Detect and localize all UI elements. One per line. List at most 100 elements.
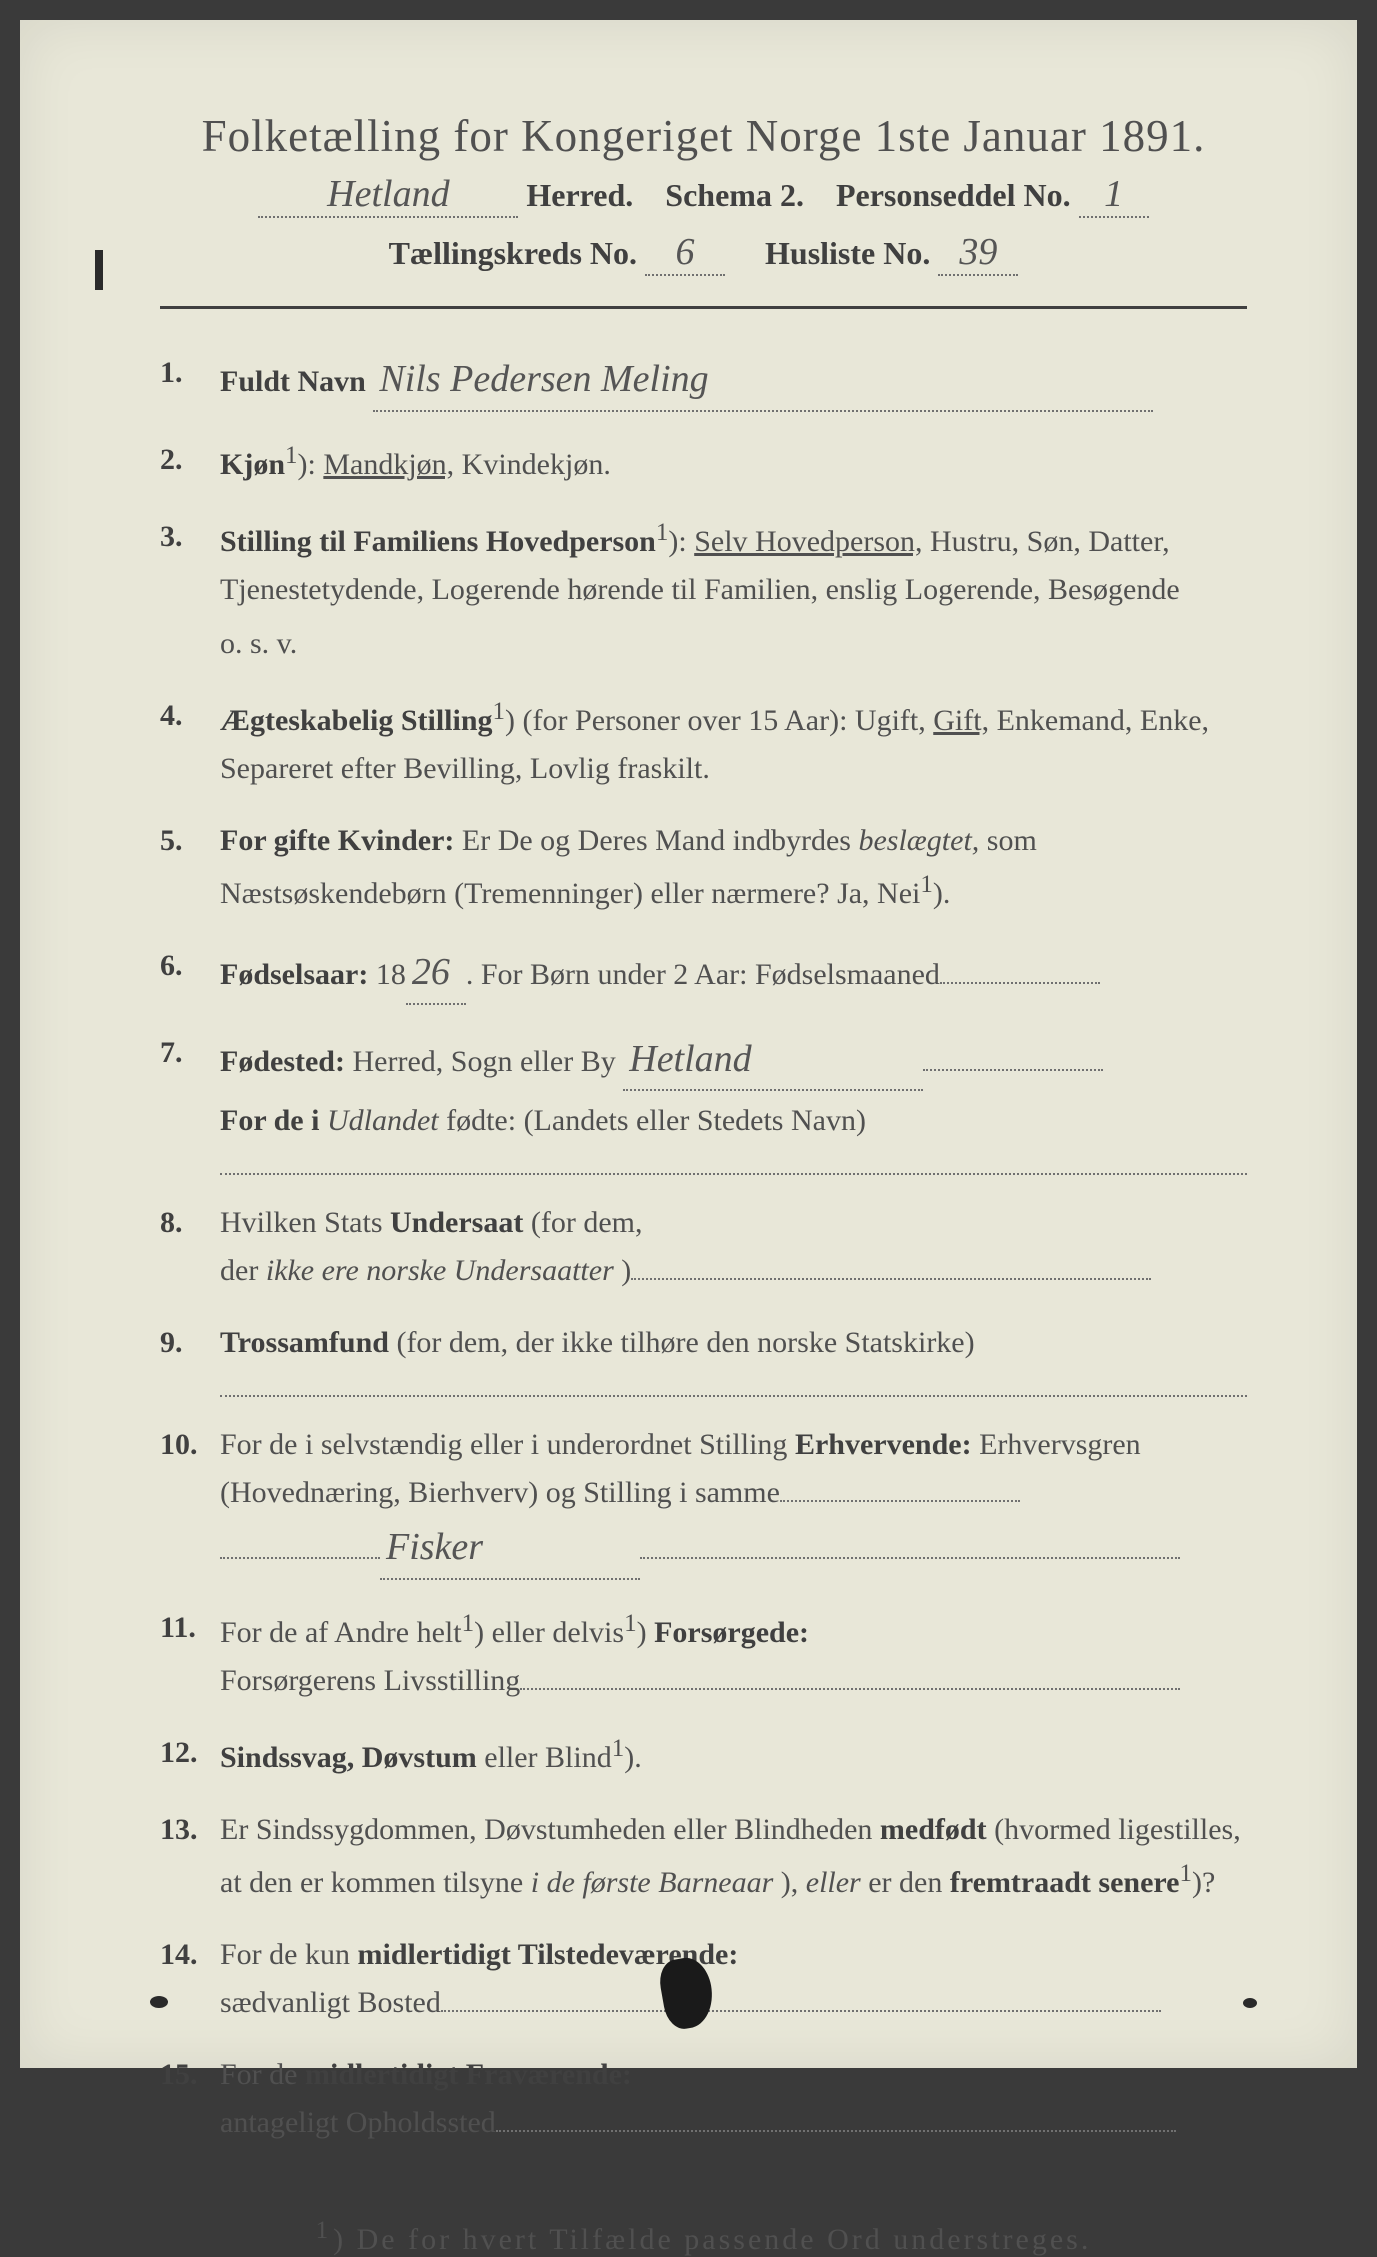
q5-num: 5. [160, 817, 220, 918]
q13-label: medfødt [880, 1813, 987, 1846]
q12: 12. Sindssvag, Døvstum eller Blind1). [160, 1729, 1247, 1782]
q3-opt1: Selv Hovedperson, [694, 525, 922, 558]
q7-line2: For de i Udlandet fødte: (Landets eller … [220, 1097, 1247, 1145]
q4-sup: 1 [493, 698, 506, 725]
q3-content: Stilling til Familiens Hovedperson1): Se… [220, 513, 1247, 668]
q13-it2: eller [806, 1866, 861, 1899]
q1: 1. Fuldt Navn Nils Pedersen Meling [160, 349, 1247, 412]
q7-content: Fødested: Herred, Sogn eller By Hetland … [220, 1029, 1247, 1176]
q13-t1: Er Sindssygdommen, Døvstumheden eller Bl… [220, 1813, 880, 1846]
q8-l2end: ) [621, 1254, 631, 1287]
footnote: 1) De for hvert Tilfælde passende Ord un… [160, 2217, 1247, 2257]
q13-label2: fremtraadt senere [950, 1866, 1180, 1899]
personseddel-no: 1 [1079, 172, 1149, 218]
q1-content: Fuldt Navn Nils Pedersen Meling [220, 349, 1247, 412]
q15-t1: For de [220, 2058, 305, 2091]
q7-rest [923, 1069, 1103, 1071]
q11-content: For de af Andre helt1) eller delvis1) Fo… [220, 1604, 1247, 1705]
q4-rest: ) (for Personer over 15 Aar): Ugift, [505, 704, 933, 737]
q11-mid: ) eller delvis [474, 1616, 624, 1649]
q1-num: 1. [160, 349, 220, 412]
q15-blank [496, 2130, 1176, 2132]
q15: 15. For de midlertidigt Fraværende: anta… [160, 2051, 1247, 2147]
q10: 10. For de i selvstændig eller i underor… [160, 1421, 1247, 1580]
q2-opt1: Mandkjøn, [323, 448, 454, 481]
q15-num: 15. [160, 2051, 220, 2147]
q14-content: For de kun midlertidigt Tilstedeværende:… [220, 1931, 1247, 2027]
q6-label: Fødselsaar: [220, 958, 368, 991]
q3-osv: o. s. v. [220, 620, 1247, 668]
q9: 9. Trossamfund (for dem, der ikke tilhør… [160, 1319, 1247, 1397]
schema-label: Schema 2. [665, 177, 804, 213]
q8-num: 8. [160, 1199, 220, 1295]
census-form-page: Folketælling for Kongeriget Norge 1ste J… [20, 20, 1357, 2068]
q10-t1: For de i selvstændig eller i underordnet… [220, 1428, 795, 1461]
q13-sup: 1 [1180, 1860, 1193, 1887]
q5-label: For gifte Kvinder: [220, 824, 454, 857]
q11-l2: Forsørgerens Livsstilling [220, 1664, 520, 1697]
q7-label: Fødested: [220, 1045, 345, 1078]
q3-label: Stilling til Familiens Hovedperson [220, 525, 656, 558]
q14-num: 14. [160, 1931, 220, 2027]
q10-blank2 [220, 1557, 380, 1559]
q2-num: 2. [160, 436, 220, 489]
q10-blank1 [780, 1500, 1020, 1502]
q10-num: 10. [160, 1421, 220, 1580]
personseddel-label: Personseddel No. [836, 177, 1071, 213]
q5-sup: 1 [920, 871, 933, 898]
q11-s1: 1 [462, 1610, 475, 1637]
q7-l2it: Udlandet [327, 1104, 439, 1137]
q6-content: Fødselsaar: 1826. For Børn under 2 Aar: … [220, 942, 1247, 1005]
q14-t1: For de kun [220, 1938, 358, 1971]
q4-opt: Gift, [933, 704, 989, 737]
q15-content: For de midlertidigt Fraværende: antageli… [220, 2051, 1247, 2147]
herred-label: Herred. [526, 177, 633, 213]
q8-t2: (for dem, [531, 1206, 643, 1239]
q8-blank [631, 1278, 1151, 1280]
q9-content: Trossamfund (for dem, der ikke tilhøre d… [220, 1319, 1247, 1397]
herred-value: Hetland [258, 172, 518, 218]
q5-it: beslægtet, [858, 824, 979, 857]
husliste-label: Husliste No. [765, 235, 930, 271]
q14-line2: sædvanligt Bosted [220, 1979, 1247, 2027]
q6: 6. Fødselsaar: 1826. For Børn under 2 Aa… [160, 942, 1247, 1005]
q9-blank [220, 1373, 1247, 1397]
q7-l2a: For de i [220, 1104, 327, 1137]
q12-num: 12. [160, 1729, 220, 1782]
q3-num: 3. [160, 513, 220, 668]
q7-l2b: fødte: (Landets eller Stedets Navn) [446, 1104, 866, 1137]
q4-num: 4. [160, 692, 220, 793]
q5-end: ). [933, 877, 951, 910]
q3-sup: 1 [656, 519, 669, 546]
q9-text: (for dem, der ikke tilhøre den norske St… [396, 1326, 974, 1359]
subtitle-line-1: Hetland Herred. Schema 2. Personseddel N… [160, 172, 1247, 218]
q12-sup: 1 [612, 1735, 625, 1762]
q12-text: eller Blind [484, 1741, 611, 1774]
q11-line2: Forsørgerens Livsstilling [220, 1657, 1247, 1705]
q5-content: For gifte Kvinder: Er De og Deres Mand i… [220, 817, 1247, 918]
q7-value: Hetland [623, 1029, 923, 1092]
q8: 8. Hvilken Stats Undersaat (for dem, der… [160, 1199, 1247, 1295]
q8-label: Undersaat [390, 1206, 523, 1239]
q13-t4: er den [868, 1866, 950, 1899]
q2-rest: ): [298, 448, 324, 481]
q8-t1: Hvilken Stats [220, 1206, 390, 1239]
q4-content: Ægteskabelig Stilling1) (for Personer ov… [220, 692, 1247, 793]
q12-content: Sindssvag, Døvstum eller Blind1). [220, 1729, 1247, 1782]
q11-blank [520, 1688, 1180, 1690]
q6-num: 6. [160, 942, 220, 1005]
q13-content: Er Sindssygdommen, Døvstumheden eller Bl… [220, 1806, 1247, 1907]
q9-num: 9. [160, 1319, 220, 1397]
q10-blank3 [640, 1557, 1180, 1559]
q7: 7. Fødested: Herred, Sogn eller By Hetla… [160, 1029, 1247, 1176]
q2-label: Kjøn [220, 448, 285, 481]
q2-opt2: Kvindekjøn. [462, 448, 611, 481]
divider [160, 306, 1247, 309]
page-title: Folketælling for Kongeriget Norge 1ste J… [160, 110, 1247, 162]
q11-label: Forsørgede: [654, 1616, 809, 1649]
q1-value: Nils Pedersen Meling [373, 349, 1153, 412]
q3-rest: ): [668, 525, 694, 558]
husliste-no: 39 [938, 230, 1018, 276]
q13-t3: ), [781, 1866, 806, 1899]
q5: 5. For gifte Kvinder: Er De og Deres Man… [160, 817, 1247, 918]
